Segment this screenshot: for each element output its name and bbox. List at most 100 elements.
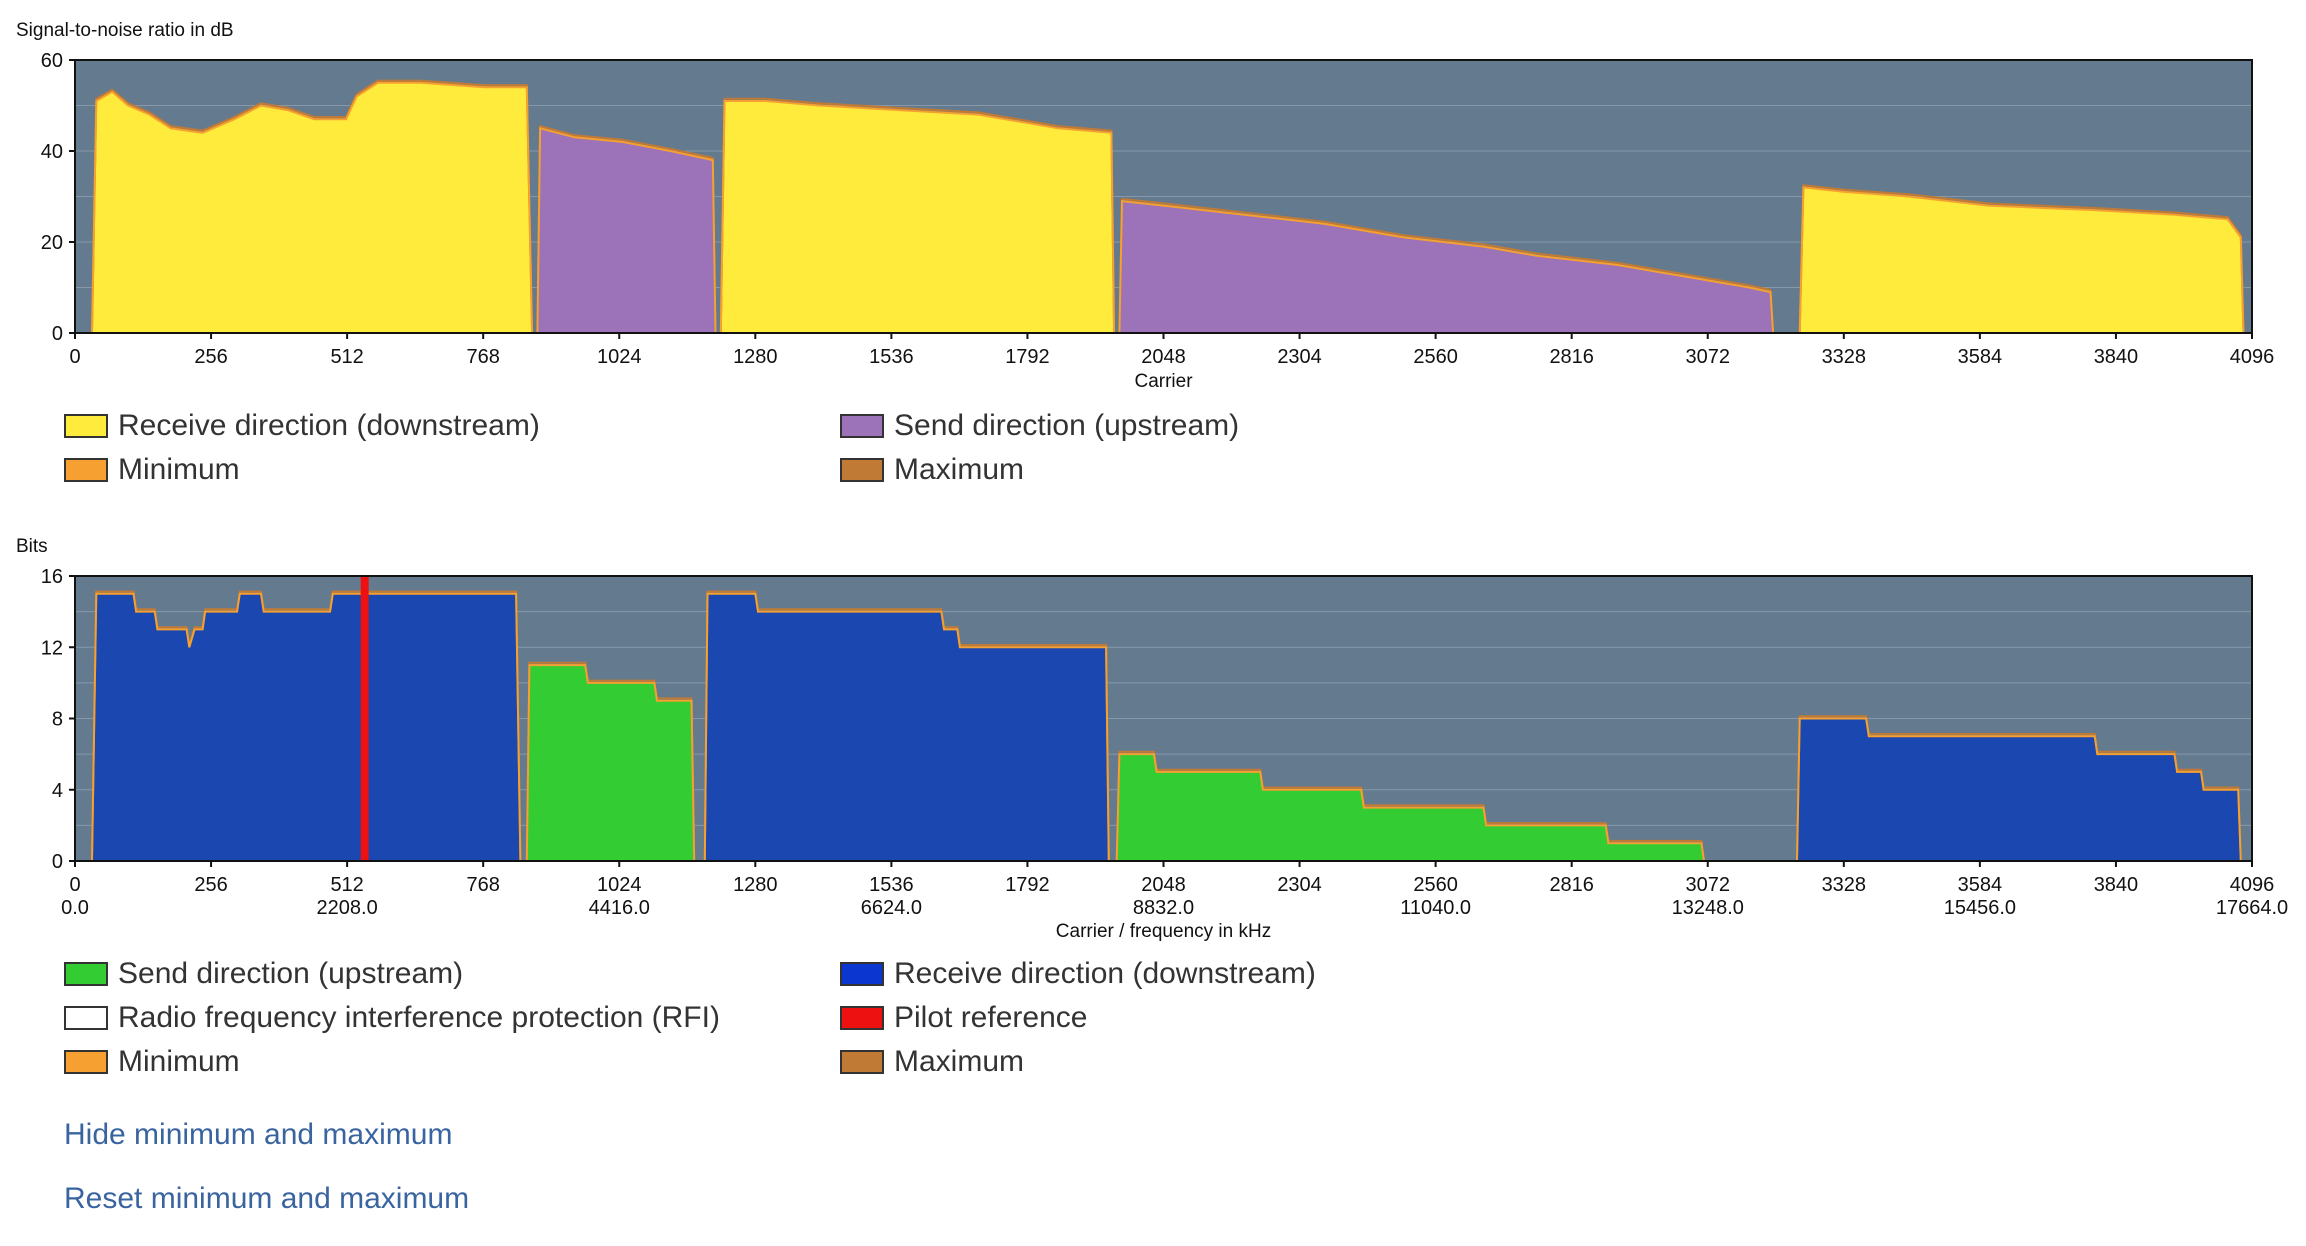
x-tick-label: 768 xyxy=(467,346,500,368)
series-max-line-0 xyxy=(91,79,534,334)
x-tick-khz-label: 8832.0 xyxy=(1133,897,1194,919)
x-tick-label: 1280 xyxy=(733,346,778,368)
series-area-1 xyxy=(537,128,716,333)
legend-label: Minimum xyxy=(118,1045,240,1078)
legend-label: Minimum xyxy=(118,453,240,486)
x-tick-khz-label: 0.0 xyxy=(61,897,89,919)
series-min-line-1 xyxy=(536,127,717,334)
x-tick-khz-label: 11040.0 xyxy=(1400,897,1471,919)
series-min-line-0 xyxy=(91,592,522,862)
y-tick-label: 12 xyxy=(41,637,63,659)
series-area-0 xyxy=(92,82,533,333)
x-tick-label: 3328 xyxy=(1822,874,1867,896)
legend-swatch xyxy=(64,458,108,482)
series-min-line-4 xyxy=(1796,717,2242,862)
series-max-line-1 xyxy=(525,661,696,862)
legend-item-minimum: Minimum xyxy=(64,448,240,492)
x-tick-label: 4096 xyxy=(2230,346,2275,368)
x-tick-khz-label: 15456.0 xyxy=(1944,897,2016,919)
series-area-3 xyxy=(1116,754,1704,861)
x-axis-title: Carrier xyxy=(1134,371,1193,392)
y-tick-label: 0 xyxy=(52,851,63,873)
x-tick-label: 2816 xyxy=(1549,346,1594,368)
x-tick-khz-label: 2208.0 xyxy=(317,897,378,919)
legend-swatch xyxy=(840,1050,884,1074)
y-tick-label: 0 xyxy=(52,323,63,345)
legend-label: Maximum xyxy=(894,453,1025,486)
x-tick-label: 3584 xyxy=(1958,346,2003,368)
x-tick-label: 3072 xyxy=(1686,874,1731,896)
x-tick-label: 2304 xyxy=(1277,874,1322,896)
legend-swatch xyxy=(64,1050,108,1074)
x-tick-label: 3840 xyxy=(2094,346,2139,368)
series-min-line-1 xyxy=(525,664,696,862)
series-max-line-4 xyxy=(1798,184,2245,334)
x-tick-khz-label: 13248.0 xyxy=(1672,897,1744,919)
series-min-line-3 xyxy=(1115,753,1705,862)
x-tick-label: 2048 xyxy=(1141,346,1186,368)
x-tick-khz-label: 6624.0 xyxy=(861,897,922,919)
y-tick-label: 40 xyxy=(41,141,63,163)
series-area-0 xyxy=(92,593,521,861)
x-tick-label: 3840 xyxy=(2094,874,2139,896)
legend-item-maximum: Maximum xyxy=(840,448,1024,492)
legend-item-upstream: Send direction (upstream) xyxy=(64,952,463,996)
series-min-line-2 xyxy=(703,592,1110,862)
x-tick-label: 3584 xyxy=(1958,874,2003,896)
legend-label: Pilot reference xyxy=(894,1001,1088,1034)
legend-item-rfi: Radio frequency interference protection … xyxy=(64,996,720,1040)
snr-chart: Signal-to-noise ratio in dB 0 20 40 60 0 256 51… xyxy=(0,0,2306,410)
legend-item-downstream: Receive direction (downstream) xyxy=(64,404,540,448)
legend-swatch xyxy=(840,962,884,986)
x-tick-label: 2816 xyxy=(1549,874,1594,896)
x-tick-label: 1536 xyxy=(869,874,914,896)
legend-item-downstream: Receive direction (downstream) xyxy=(840,952,1316,996)
reset-minmax-link[interactable]: Reset minimum and maximum xyxy=(64,1182,470,1215)
series-min-line-0 xyxy=(91,81,534,334)
x-tick-label: 0 xyxy=(69,346,80,368)
x-tick-label: 4096 xyxy=(2230,874,2275,896)
y-tick-label: 20 xyxy=(41,232,63,254)
legend-swatch xyxy=(64,962,108,986)
x-tick-label: 256 xyxy=(194,346,227,368)
x-tick-label: 1024 xyxy=(597,874,642,896)
y-tick-label: 60 xyxy=(41,50,63,72)
x-tick-label: 3328 xyxy=(1822,346,1867,368)
x-tick-label: 2048 xyxy=(1141,874,1186,896)
x-tick-label: 512 xyxy=(330,346,363,368)
y-tick-label: 8 xyxy=(52,709,63,731)
legend-swatch xyxy=(840,414,884,438)
y-axis-title: Signal-to-noise ratio in dB xyxy=(16,20,234,41)
hide-minmax-link[interactable]: Hide minimum and maximum xyxy=(64,1118,453,1151)
x-tick-label: 2560 xyxy=(1413,874,1458,896)
x-tick-label: 512 xyxy=(330,874,363,896)
legend-item-maximum: Maximum xyxy=(840,1040,1024,1084)
x-tick-label: 1792 xyxy=(1005,874,1050,896)
series-area-2 xyxy=(720,101,1115,333)
series-min-line-4 xyxy=(1798,186,2245,334)
legend-label: Receive direction (downstream) xyxy=(894,957,1316,990)
legend-swatch xyxy=(64,414,108,438)
legend-label: Send direction (upstream) xyxy=(118,957,464,990)
series-min-line-2 xyxy=(719,100,1116,334)
bits-chart: Bits 0 4 8 12 16 0 0.0 256 512 2208.0 768 1024 4416.0… xyxy=(0,530,2306,950)
legend-label: Maximum xyxy=(894,1045,1025,1078)
series-area-1 xyxy=(526,665,695,861)
x-axis-title: Carrier / frequency in kHz xyxy=(1056,921,1271,942)
legend-label: Radio frequency interference protection … xyxy=(118,1001,720,1034)
x-tick-label: 1024 xyxy=(597,346,642,368)
series-max-line-1 xyxy=(536,124,717,334)
legend-swatch xyxy=(64,1006,108,1030)
legend-item-upstream: Send direction (upstream) xyxy=(840,404,1239,448)
y-tick-label: 4 xyxy=(52,780,63,802)
x-tick-label: 768 xyxy=(467,874,500,896)
legend-label: Send direction (upstream) xyxy=(894,409,1240,442)
series-area-4 xyxy=(1799,187,2244,333)
pilot-reference-mark xyxy=(360,576,369,861)
x-tick-khz-label: 4416.0 xyxy=(589,897,650,919)
legend-swatch xyxy=(840,1006,884,1030)
x-tick-label: 2304 xyxy=(1277,346,1322,368)
series-max-line-2 xyxy=(719,97,1116,334)
x-tick-label: 0 xyxy=(69,874,80,896)
